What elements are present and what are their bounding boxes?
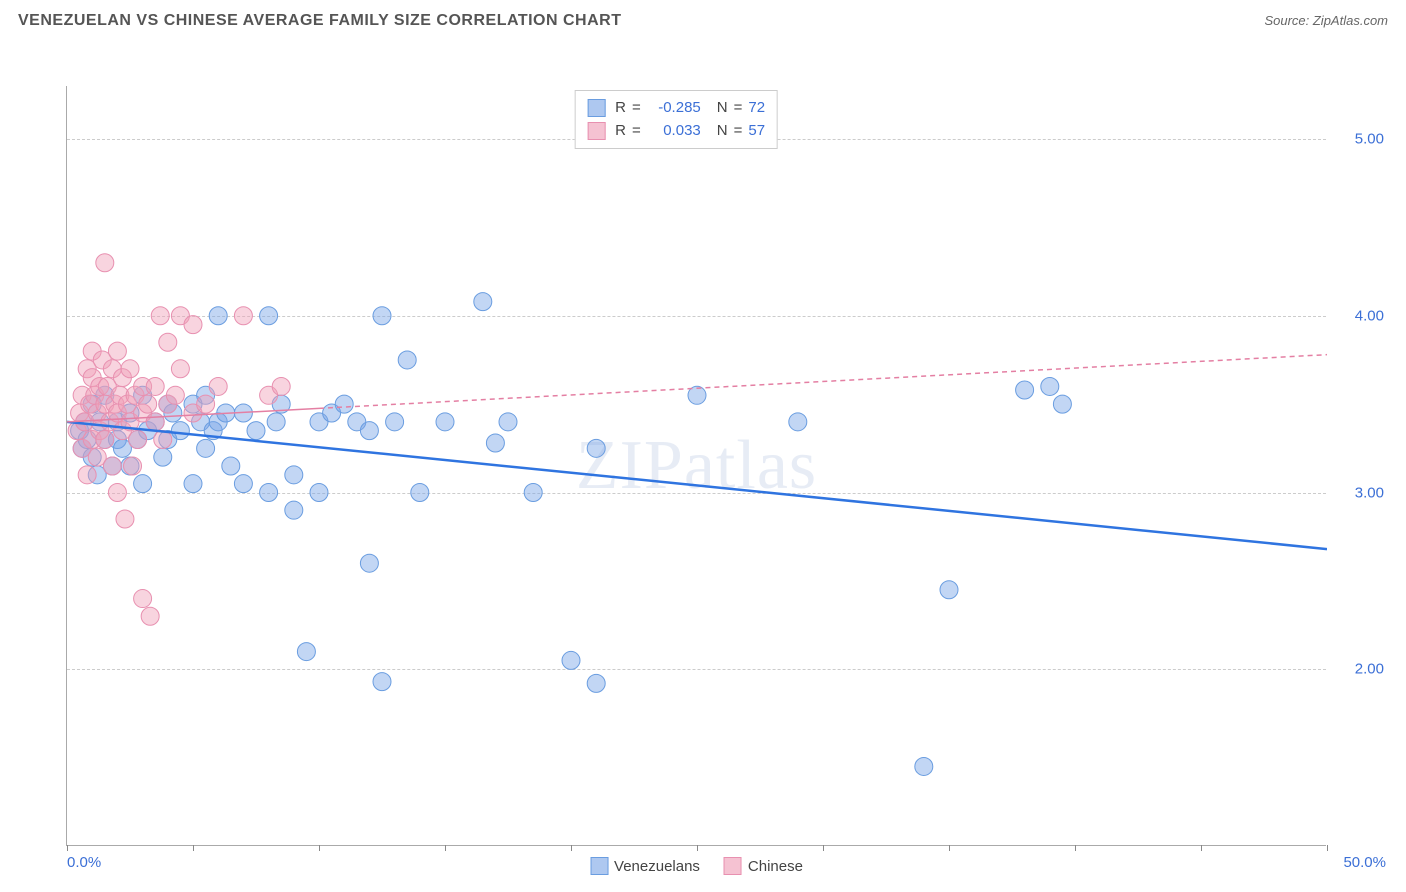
x-axis-max: 50.0% <box>1343 854 1386 871</box>
data-point <box>154 448 172 466</box>
data-point <box>1053 395 1071 413</box>
data-point <box>373 673 391 691</box>
y-tick-label: 2.00 <box>1355 661 1384 678</box>
trend-line <box>67 422 1327 549</box>
correlation-legend: R=-0.285N=72R=0.033N=57 <box>574 90 778 149</box>
data-point <box>134 475 152 493</box>
series-legend-label: Chinese <box>748 858 803 875</box>
data-point <box>78 466 96 484</box>
legend-swatch <box>587 99 605 117</box>
y-tick-label: 5.00 <box>1355 131 1384 148</box>
data-point <box>146 413 164 431</box>
data-point <box>222 457 240 475</box>
data-point <box>129 430 147 448</box>
series-legend-label: Venezuelans <box>614 858 700 875</box>
data-point <box>141 607 159 625</box>
data-point <box>197 439 215 457</box>
data-point <box>108 342 126 360</box>
data-point <box>267 413 285 431</box>
data-point <box>121 360 139 378</box>
data-point <box>171 360 189 378</box>
series-legend-item: Chinese <box>724 857 803 875</box>
data-point <box>386 413 404 431</box>
chart-header: VENEZUELAN VS CHINESE AVERAGE FAMILY SIZ… <box>0 0 1406 38</box>
data-point <box>499 413 517 431</box>
data-point <box>915 757 933 775</box>
data-point <box>562 651 580 669</box>
data-point <box>134 590 152 608</box>
data-point <box>335 395 353 413</box>
data-point <box>108 484 126 502</box>
data-point <box>260 307 278 325</box>
series-legend-item: Venezuelans <box>590 857 700 875</box>
legend-swatch <box>587 122 605 140</box>
data-point <box>436 413 454 431</box>
legend-n-value: 57 <box>748 120 765 143</box>
data-point <box>234 307 252 325</box>
data-point <box>587 439 605 457</box>
legend-swatch <box>590 857 608 875</box>
data-point <box>587 674 605 692</box>
data-point <box>1041 377 1059 395</box>
trend-line <box>319 355 1327 409</box>
data-point <box>209 307 227 325</box>
data-point <box>124 457 142 475</box>
data-point <box>151 307 169 325</box>
legend-r-label: R <box>615 120 626 143</box>
data-point <box>285 501 303 519</box>
legend-swatch <box>724 857 742 875</box>
x-axis-min: 0.0% <box>67 854 101 871</box>
data-point <box>373 307 391 325</box>
legend-row: R=-0.285N=72 <box>587 97 765 120</box>
data-point <box>247 422 265 440</box>
data-point <box>96 430 114 448</box>
data-point <box>1016 381 1034 399</box>
legend-r-value: 0.033 <box>647 120 701 143</box>
plot-region: ZIPatlas R=-0.285N=72R=0.033N=57 Venezue… <box>66 86 1326 846</box>
data-point <box>285 466 303 484</box>
data-point <box>139 395 157 413</box>
data-point <box>103 457 121 475</box>
data-point <box>360 554 378 572</box>
legend-n-label: N <box>717 120 728 143</box>
legend-row: R=0.033N=57 <box>587 120 765 143</box>
data-point <box>171 422 189 440</box>
data-point <box>360 422 378 440</box>
data-point <box>234 475 252 493</box>
data-point <box>184 475 202 493</box>
data-point <box>398 351 416 369</box>
data-point <box>474 293 492 311</box>
legend-r-value: -0.285 <box>647 97 701 120</box>
y-tick-label: 3.00 <box>1355 484 1384 501</box>
y-tick-label: 4.00 <box>1355 307 1384 324</box>
data-point <box>272 377 290 395</box>
data-point <box>209 377 227 395</box>
legend-r-label: R <box>615 97 626 120</box>
data-point <box>260 484 278 502</box>
data-point <box>146 377 164 395</box>
data-point <box>166 386 184 404</box>
plot-svg <box>67 86 1327 846</box>
data-point <box>940 581 958 599</box>
data-point <box>486 434 504 452</box>
data-point <box>159 333 177 351</box>
legend-n-value: 72 <box>748 97 765 120</box>
data-point <box>197 395 215 413</box>
data-point <box>116 510 134 528</box>
data-point <box>524 484 542 502</box>
series-legend: Venezuelans Chinese <box>590 857 803 875</box>
chart-title: VENEZUELAN VS CHINESE AVERAGE FAMILY SIZ… <box>18 12 621 30</box>
data-point <box>184 316 202 334</box>
data-point <box>411 484 429 502</box>
data-point <box>789 413 807 431</box>
chart-source: Source: ZipAtlas.com <box>1264 13 1388 28</box>
data-point <box>96 254 114 272</box>
data-point <box>310 484 328 502</box>
legend-n-label: N <box>717 97 728 120</box>
x-tick <box>1327 845 1328 851</box>
data-point <box>297 643 315 661</box>
